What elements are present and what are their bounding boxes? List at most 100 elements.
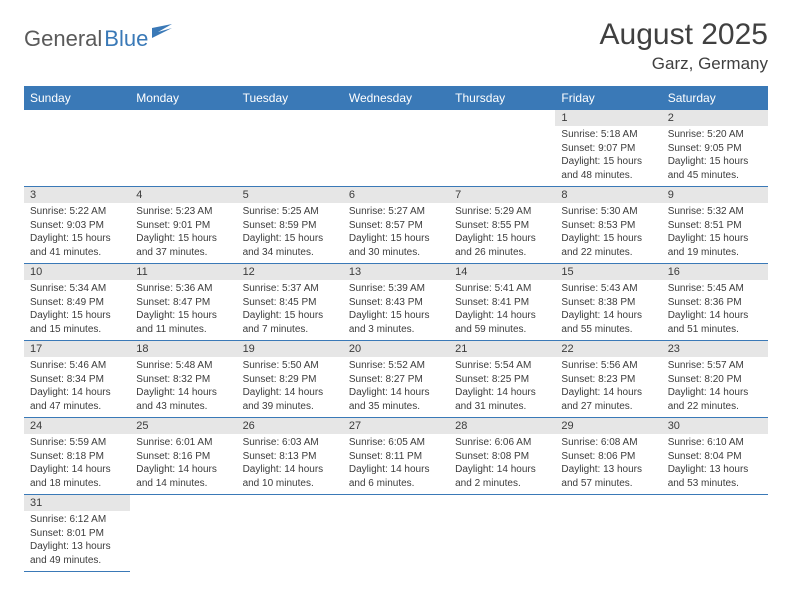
day-details: Sunrise: 5:25 AMSunset: 8:59 PMDaylight:… <box>237 203 343 263</box>
day-details: Sunrise: 5:20 AMSunset: 9:05 PMDaylight:… <box>662 126 768 186</box>
sunrise-line: Sunrise: 5:41 AM <box>455 282 549 296</box>
day-number: 1 <box>555 110 661 126</box>
daylight-line: Daylight: 14 hours and 35 minutes. <box>349 386 443 413</box>
sunrise-line: Sunrise: 5:54 AM <box>455 359 549 373</box>
sunrise-line: Sunrise: 6:01 AM <box>136 436 230 450</box>
daylight-line: Daylight: 14 hours and 2 minutes. <box>455 463 549 490</box>
calendar-day-cell: 19Sunrise: 5:50 AMSunset: 8:29 PMDayligh… <box>237 341 343 418</box>
calendar-day-cell: 8 Sunrise: 5:30 AMSunset: 8:53 PMDaylight… <box>555 187 661 264</box>
calendar-week-row: 17Sunrise: 5:46 AMSunset: 8:34 PMDayligh… <box>24 341 768 418</box>
daylight-line: Daylight: 13 hours and 53 minutes. <box>668 463 762 490</box>
day-details: Sunrise: 6:03 AMSunset: 8:13 PMDaylight:… <box>237 434 343 494</box>
sunset-line: Sunset: 8:01 PM <box>30 527 124 541</box>
day-details: Sunrise: 5:45 AMSunset: 8:36 PMDaylight:… <box>662 280 768 340</box>
day-details: Sunrise: 6:06 AMSunset: 8:08 PMDaylight:… <box>449 434 555 494</box>
daylight-line: Daylight: 15 hours and 3 minutes. <box>349 309 443 336</box>
daylight-line: Daylight: 15 hours and 48 minutes. <box>561 155 655 182</box>
daylight-line: Daylight: 15 hours and 19 minutes. <box>668 232 762 259</box>
sunset-line: Sunset: 8:51 PM <box>668 219 762 233</box>
calendar-day-cell: 11Sunrise: 5:36 AMSunset: 8:47 PMDayligh… <box>130 264 236 341</box>
daylight-line: Daylight: 15 hours and 41 minutes. <box>30 232 124 259</box>
weekday-header: Monday <box>130 86 236 110</box>
day-number: 8 <box>555 187 661 203</box>
day-details: Sunrise: 5:32 AMSunset: 8:51 PMDaylight:… <box>662 203 768 263</box>
sunrise-line: Sunrise: 5:37 AM <box>243 282 337 296</box>
calendar-day-cell: 13Sunrise: 5:39 AMSunset: 8:43 PMDayligh… <box>343 264 449 341</box>
sunrise-line: Sunrise: 5:34 AM <box>30 282 124 296</box>
calendar-day-cell: 3 Sunrise: 5:22 AMSunset: 9:03 PMDaylight… <box>24 187 130 264</box>
day-number: 3 <box>24 187 130 203</box>
calendar-day-cell: 30Sunrise: 6:10 AMSunset: 8:04 PMDayligh… <box>662 418 768 495</box>
sunset-line: Sunset: 9:01 PM <box>136 219 230 233</box>
daylight-line: Daylight: 13 hours and 49 minutes. <box>30 540 124 567</box>
sunset-line: Sunset: 8:25 PM <box>455 373 549 387</box>
header: General Blue August 2025 Garz, Germany <box>24 18 768 74</box>
calendar-day-cell: 29Sunrise: 6:08 AMSunset: 8:06 PMDayligh… <box>555 418 661 495</box>
day-number: 12 <box>237 264 343 280</box>
sunrise-line: Sunrise: 5:30 AM <box>561 205 655 219</box>
sunrise-line: Sunrise: 5:59 AM <box>30 436 124 450</box>
sunrise-line: Sunrise: 5:57 AM <box>668 359 762 373</box>
sunset-line: Sunset: 8:41 PM <box>455 296 549 310</box>
day-number: 28 <box>449 418 555 434</box>
day-number: 27 <box>343 418 449 434</box>
daylight-line: Daylight: 14 hours and 51 minutes. <box>668 309 762 336</box>
sunrise-line: Sunrise: 6:06 AM <box>455 436 549 450</box>
sunrise-line: Sunrise: 5:22 AM <box>30 205 124 219</box>
daylight-line: Daylight: 15 hours and 34 minutes. <box>243 232 337 259</box>
day-details: Sunrise: 6:12 AMSunset: 8:01 PMDaylight:… <box>24 511 130 571</box>
logo: General Blue <box>24 24 174 53</box>
sunrise-line: Sunrise: 5:20 AM <box>668 128 762 142</box>
day-number: 29 <box>555 418 661 434</box>
calendar-day-cell: 16Sunrise: 5:45 AMSunset: 8:36 PMDayligh… <box>662 264 768 341</box>
day-details: Sunrise: 5:59 AMSunset: 8:18 PMDaylight:… <box>24 434 130 494</box>
day-details: Sunrise: 5:50 AMSunset: 8:29 PMDaylight:… <box>237 357 343 417</box>
day-number: 31 <box>24 495 130 511</box>
day-number: 4 <box>130 187 236 203</box>
calendar-empty-cell <box>130 110 236 187</box>
calendar-day-cell: 9Sunrise: 5:32 AMSunset: 8:51 PMDaylight… <box>662 187 768 264</box>
sunrise-line: Sunrise: 5:45 AM <box>668 282 762 296</box>
day-number: 10 <box>24 264 130 280</box>
sunset-line: Sunset: 9:03 PM <box>30 219 124 233</box>
sunrise-line: Sunrise: 6:08 AM <box>561 436 655 450</box>
daylight-line: Daylight: 15 hours and 37 minutes. <box>136 232 230 259</box>
sunset-line: Sunset: 8:53 PM <box>561 219 655 233</box>
calendar-day-cell: 17Sunrise: 5:46 AMSunset: 8:34 PMDayligh… <box>24 341 130 418</box>
calendar-day-cell: 24Sunrise: 5:59 AMSunset: 8:18 PMDayligh… <box>24 418 130 495</box>
daylight-line: Daylight: 14 hours and 55 minutes. <box>561 309 655 336</box>
weekday-header: Friday <box>555 86 661 110</box>
sunrise-line: Sunrise: 5:32 AM <box>668 205 762 219</box>
weekday-header: Saturday <box>662 86 768 110</box>
calendar-week-row: 31Sunrise: 6:12 AMSunset: 8:01 PMDayligh… <box>24 495 768 572</box>
calendar-empty-cell <box>130 495 236 572</box>
daylight-line: Daylight: 15 hours and 7 minutes. <box>243 309 337 336</box>
day-number: 18 <box>130 341 236 357</box>
day-details: Sunrise: 5:41 AMSunset: 8:41 PMDaylight:… <box>449 280 555 340</box>
calendar-day-cell: 5Sunrise: 5:25 AMSunset: 8:59 PMDaylight… <box>237 187 343 264</box>
calendar-day-cell: 15Sunrise: 5:43 AMSunset: 8:38 PMDayligh… <box>555 264 661 341</box>
daylight-line: Daylight: 15 hours and 22 minutes. <box>561 232 655 259</box>
sunrise-line: Sunrise: 6:05 AM <box>349 436 443 450</box>
daylight-line: Daylight: 14 hours and 43 minutes. <box>136 386 230 413</box>
page-title: August 2025 <box>600 18 768 52</box>
sunset-line: Sunset: 8:11 PM <box>349 450 443 464</box>
calendar-week-row: 24Sunrise: 5:59 AMSunset: 8:18 PMDayligh… <box>24 418 768 495</box>
sunset-line: Sunset: 8:16 PM <box>136 450 230 464</box>
day-details: Sunrise: 5:36 AMSunset: 8:47 PMDaylight:… <box>130 280 236 340</box>
daylight-line: Daylight: 14 hours and 18 minutes. <box>30 463 124 490</box>
daylight-line: Daylight: 14 hours and 22 minutes. <box>668 386 762 413</box>
sunset-line: Sunset: 8:36 PM <box>668 296 762 310</box>
sunset-line: Sunset: 8:18 PM <box>30 450 124 464</box>
day-number: 19 <box>237 341 343 357</box>
sunrise-line: Sunrise: 5:27 AM <box>349 205 443 219</box>
sunset-line: Sunset: 8:20 PM <box>668 373 762 387</box>
day-details: Sunrise: 6:08 AMSunset: 8:06 PMDaylight:… <box>555 434 661 494</box>
sunset-line: Sunset: 8:55 PM <box>455 219 549 233</box>
calendar-day-cell: 6Sunrise: 5:27 AMSunset: 8:57 PMDaylight… <box>343 187 449 264</box>
daylight-line: Daylight: 15 hours and 26 minutes. <box>455 232 549 259</box>
sunrise-line: Sunrise: 5:56 AM <box>561 359 655 373</box>
calendar-day-cell: 20Sunrise: 5:52 AMSunset: 8:27 PMDayligh… <box>343 341 449 418</box>
sunset-line: Sunset: 8:29 PM <box>243 373 337 387</box>
sunset-line: Sunset: 8:49 PM <box>30 296 124 310</box>
